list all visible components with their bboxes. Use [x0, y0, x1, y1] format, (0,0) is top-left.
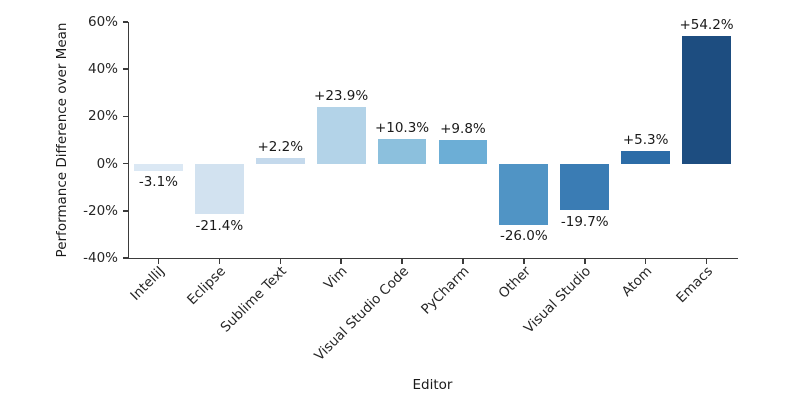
y-tick--40 [123, 257, 128, 259]
bar-emacs [682, 35, 731, 164]
x-tick-visual-studio-code [401, 259, 403, 264]
x-tick-label-eclipse: Eclipse [184, 263, 229, 309]
bar-value-label-atom: +5.3% [622, 132, 669, 149]
x-axis-title: Editor [412, 377, 453, 393]
bar-visual-studio [560, 163, 610, 211]
y-tick-label--40: -40% [83, 250, 118, 266]
bar-atom [621, 151, 670, 164]
bar-vim [316, 107, 366, 164]
y-tick-60 [123, 21, 128, 23]
plot-area [128, 22, 738, 259]
bar-other [499, 163, 549, 225]
y-tick-label-20: 20% [87, 108, 118, 125]
x-tick-label-intellij: IntelliJ [127, 263, 169, 304]
bar-value-label-pycharm: +9.8% [440, 121, 486, 138]
x-tick-label-atom: Atom [618, 263, 656, 300]
x-tick-label-emacs: Emacs [673, 263, 717, 307]
bar-value-label-emacs: +54.2% [679, 16, 734, 33]
x-tick-label-sublime-text: Sublime Text [217, 263, 290, 336]
y-tick-20 [123, 115, 128, 118]
x-tick-pycharm [462, 259, 464, 264]
bar-sublime-text [255, 158, 305, 164]
bar-value-label-sublime-text: +2.2% [257, 139, 304, 156]
y-tick--20 [123, 210, 128, 212]
x-tick-sublime-text [279, 259, 281, 264]
bar-value-label-eclipse: -21.4% [195, 217, 244, 234]
y-tick-label-40: 40% [87, 61, 118, 78]
bar-value-label-vim: +23.9% [314, 88, 369, 105]
y-tick-40 [123, 68, 128, 70]
bar-value-label-visual-studio-code: +10.3% [374, 120, 430, 137]
x-tick-intellij [157, 259, 160, 264]
x-tick-label-pycharm: PyCharm [418, 263, 473, 318]
x-tick-label-other: Other [495, 263, 534, 302]
bar-eclipse [194, 163, 244, 215]
bar-value-label-other: -26.0% [499, 228, 548, 245]
x-tick-emacs [705, 259, 708, 264]
x-tick-visual-studio [584, 259, 586, 264]
bar-intellij [134, 163, 183, 171]
bar-visual-studio-code [377, 139, 427, 164]
x-tick-label-vim: Vim [321, 263, 351, 293]
bar-pycharm [438, 140, 488, 164]
x-tick-vim [340, 259, 342, 264]
y-tick-label-0: 0% [96, 155, 118, 172]
x-tick-other [523, 259, 525, 264]
y-tick-label--20: -20% [83, 202, 118, 219]
y-tick-0 [123, 162, 128, 165]
bar-value-label-visual-studio: -19.7% [560, 213, 609, 230]
x-tick-atom [644, 259, 647, 264]
y-tick-label-60: 60% [87, 14, 118, 30]
y-axis-title-text: Performance Difference over Mean [54, 22, 70, 258]
bar-value-label-intellij: -3.1% [138, 174, 179, 191]
x-tick-eclipse [218, 259, 221, 264]
